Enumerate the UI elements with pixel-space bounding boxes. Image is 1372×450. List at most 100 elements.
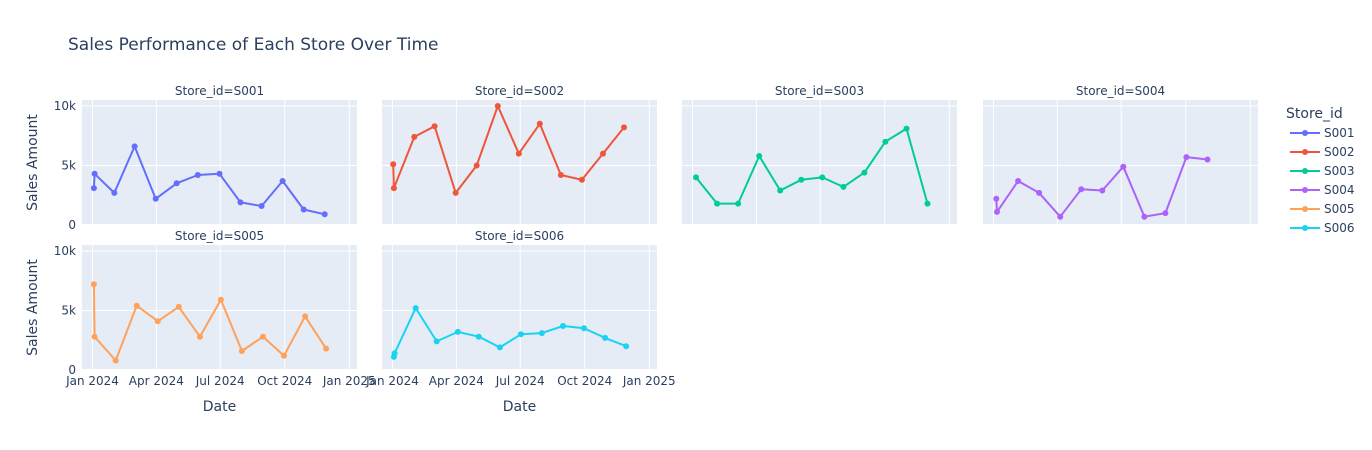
data-point[interactable] [1099,187,1106,194]
facet-label: Store_id=S004 [1076,84,1165,98]
data-point[interactable] [924,200,931,207]
x-tick-label: Jul 2024 [195,374,245,388]
legend-item-s006[interactable]: S006 [1290,221,1355,235]
data-point[interactable] [581,325,587,332]
legend-item-s003[interactable]: S003 [1290,164,1355,178]
legend-item-s004[interactable]: S004 [1290,183,1355,197]
data-point[interactable] [473,162,480,169]
data-point[interactable] [411,133,418,140]
data-point[interactable] [217,296,224,303]
y-tick-label: 10k [54,244,76,258]
data-point[interactable] [433,338,440,345]
data-point[interactable] [454,328,461,335]
data-point[interactable] [1141,213,1148,220]
data-point[interactable] [323,345,330,352]
data-point[interactable] [391,350,398,357]
data-point[interactable] [194,172,201,178]
data-point[interactable] [237,199,244,206]
data-point[interactable] [560,323,566,329]
data-point[interactable] [196,333,203,340]
data-point[interactable] [475,333,482,340]
legend-label: S002 [1324,145,1355,159]
data-point[interactable] [557,172,564,178]
data-point[interactable] [515,150,522,157]
data-point[interactable] [494,103,501,109]
data-point[interactable] [154,318,161,325]
data-point[interactable] [600,150,606,157]
x-tick-label: Jan 2025 [622,374,676,388]
data-point[interactable] [1162,210,1169,217]
y-tick-label: 0 [68,363,76,377]
data-point[interactable] [173,180,180,187]
facet-label: Store_id=S001 [175,84,264,98]
data-point[interactable] [216,170,223,177]
data-point[interactable] [1036,189,1043,196]
data-point[interactable] [756,153,763,159]
data-point[interactable] [1057,213,1064,220]
data-point[interactable] [993,195,1000,202]
data-point[interactable] [133,302,140,309]
data-point[interactable] [1204,156,1211,163]
data-point[interactable] [111,189,118,196]
data-point[interactable] [578,176,585,183]
data-point[interactable] [798,176,805,183]
legend-marker-swatch [1302,225,1308,231]
x-tick-label: Jul 2024 [495,374,545,388]
data-point[interactable] [390,161,397,168]
data-point[interactable] [536,120,543,127]
data-point[interactable] [300,206,307,213]
y-tick-label: 5k [61,303,76,317]
data-point[interactable] [623,343,630,350]
series-line-s004 [995,156,1208,218]
data-point[interactable] [903,125,910,132]
data-point[interactable] [90,281,97,288]
data-point[interactable] [91,170,98,177]
legend-item-s002[interactable]: S002 [1290,145,1355,159]
data-point[interactable] [1015,178,1022,184]
data-point[interactable] [1183,154,1190,161]
data-point[interactable] [452,189,459,196]
data-point[interactable] [517,331,524,338]
data-point[interactable] [112,357,119,364]
plot-background [82,245,357,370]
data-point[interactable] [321,211,328,218]
data-point[interactable] [538,330,545,337]
legend[interactable]: S001 S002 S003 S004 S005 S006 [1290,126,1355,235]
data-point[interactable] [861,169,868,176]
data-point[interactable] [735,200,742,207]
data-point[interactable] [238,348,245,354]
data-point[interactable] [175,303,182,310]
data-point[interactable] [152,195,159,202]
data-point[interactable] [302,313,309,320]
data-point[interactable] [496,344,503,351]
data-point[interactable] [621,124,627,131]
data-point[interactable] [840,183,847,190]
data-point[interactable] [131,143,138,150]
data-point[interactable] [258,203,265,209]
data-point[interactable] [819,174,826,181]
data-point[interactable] [994,208,1000,215]
data-point[interactable] [431,123,438,130]
data-point[interactable] [602,334,609,341]
chart-title: Sales Performance of Each Store Over Tim… [68,35,439,55]
data-point[interactable] [1078,186,1085,193]
facet-panel-s001: Store_id=S001 0 5k 10k Sales Amount [25,84,357,232]
data-point[interactable] [281,352,287,359]
legend-item-s001[interactable]: S001 [1290,126,1355,140]
data-point[interactable] [390,185,397,192]
facet-panel-s004: Store_id=S004 [983,84,1258,226]
data-point[interactable] [260,333,266,340]
data-point[interactable] [91,333,98,340]
data-point[interactable] [693,174,699,181]
data-point[interactable] [714,200,721,207]
data-point[interactable] [412,305,419,312]
x-tick-label: Jan 2024 [65,374,119,388]
data-point[interactable] [882,138,889,145]
data-point[interactable] [1120,163,1127,170]
data-point[interactable] [90,185,97,192]
data-point[interactable] [279,178,286,184]
legend-item-s005[interactable]: S005 [1290,202,1355,216]
data-point[interactable] [777,187,784,194]
